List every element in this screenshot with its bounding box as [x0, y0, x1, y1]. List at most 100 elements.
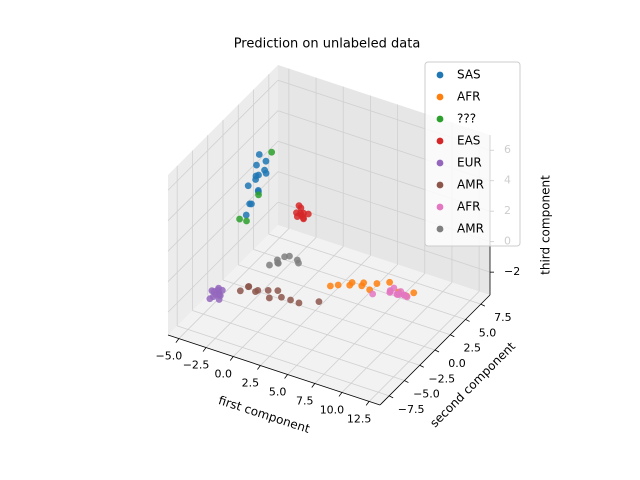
legend-marker	[436, 71, 444, 79]
x-tick-label: 10.0	[320, 403, 345, 416]
x-tick-label: 5.0	[269, 385, 287, 398]
data-point	[264, 286, 272, 294]
tick-mark	[465, 319, 470, 322]
legend-marker	[436, 225, 444, 233]
data-point	[278, 293, 285, 301]
data-point	[297, 204, 305, 212]
data-point	[248, 200, 255, 208]
data-point	[265, 294, 273, 302]
data-point	[274, 259, 282, 267]
tick-mark	[388, 395, 394, 399]
data-point	[215, 296, 223, 303]
grid-line	[277, 201, 491, 273]
legend-label: AFR	[457, 90, 480, 104]
axis-line	[379, 294, 491, 406]
data-point	[244, 182, 252, 190]
axis-line	[167, 334, 381, 406]
data-point	[401, 291, 408, 299]
data-point	[236, 215, 243, 223]
legend-marker	[436, 159, 444, 167]
grid-line	[167, 79, 279, 191]
data-point	[300, 209, 307, 217]
data-point	[209, 293, 217, 301]
grid-line	[167, 110, 279, 221]
tick-mark	[419, 364, 424, 368]
legend-marker	[436, 181, 444, 189]
x-tick-label: 7.5	[296, 394, 314, 407]
grid-line	[167, 201, 279, 313]
grid-line	[167, 140, 279, 252]
y-tick-label: 5.0	[479, 326, 497, 339]
tick-mark	[404, 380, 409, 383]
legend-label: EUR	[457, 156, 482, 170]
data-point	[358, 282, 366, 290]
grid-line	[177, 325, 390, 397]
data-point	[369, 290, 377, 298]
tick-mark	[257, 365, 261, 370]
x-tick-label: −2.5	[183, 359, 210, 372]
data-point	[394, 291, 401, 299]
tick-mark	[229, 356, 234, 361]
data-point	[373, 280, 381, 287]
data-point	[266, 261, 273, 269]
legend-marker	[436, 93, 444, 101]
y-tick-label: −7.5	[398, 403, 425, 416]
legend-marker	[436, 203, 444, 211]
x-tick-label: −5.0	[156, 350, 183, 363]
legend-label: ???	[457, 112, 476, 126]
data-point	[254, 286, 262, 294]
data-point	[334, 281, 342, 289]
tick-mark	[338, 392, 343, 397]
data-point	[390, 284, 398, 292]
legend-label: EAS	[457, 134, 480, 148]
x-tick-label: 12.5	[347, 412, 372, 425]
tick-mark	[311, 383, 316, 388]
data-point	[386, 289, 394, 296]
data-point	[348, 279, 356, 286]
y-tick-label: 2.5	[464, 342, 482, 355]
data-point	[274, 287, 282, 294]
data-point	[243, 217, 250, 225]
data-point	[255, 151, 263, 158]
y-tick-label: −5.0	[413, 388, 440, 401]
tick-mark	[480, 303, 486, 307]
data-point	[295, 259, 302, 267]
data-point	[242, 211, 250, 219]
z-tick-label: −2	[504, 265, 520, 278]
y-tick-label: −2.5	[428, 372, 455, 385]
data-point	[255, 191, 262, 199]
x-tick-label: 2.5	[242, 377, 260, 390]
tick-mark	[365, 401, 370, 406]
legend-box	[424, 61, 521, 247]
data-point	[268, 148, 276, 156]
data-point	[287, 296, 294, 304]
chart-title: Prediction on unlabeled data	[234, 37, 421, 52]
grid-line	[238, 264, 451, 336]
tick-mark	[284, 374, 288, 379]
y-tick-label: 7.5	[494, 311, 512, 324]
data-point	[261, 166, 268, 174]
grid-line	[268, 233, 481, 305]
legend-label: AFR	[457, 200, 480, 214]
data-point	[386, 278, 394, 286]
data-point	[253, 161, 260, 169]
legend-marker	[436, 115, 444, 123]
tick-mark	[450, 334, 455, 338]
tick-mark	[202, 347, 207, 352]
tick-mark	[175, 338, 180, 343]
grid-line	[207, 294, 420, 366]
z-axis-label: third component	[539, 175, 553, 275]
legend-label: AMR	[457, 222, 484, 236]
legend: SAS AFR??? EAS EUR AMR AFR AMR	[424, 61, 521, 247]
y-tick-label: 0.0	[448, 357, 466, 370]
legend-label: AMR	[457, 178, 484, 192]
data-point	[255, 171, 262, 179]
legend-marker	[436, 137, 444, 145]
data-point	[215, 284, 222, 292]
data-point	[262, 157, 270, 165]
data-point	[315, 298, 323, 306]
legend-label: SAS	[457, 68, 481, 82]
data-point	[295, 299, 303, 307]
